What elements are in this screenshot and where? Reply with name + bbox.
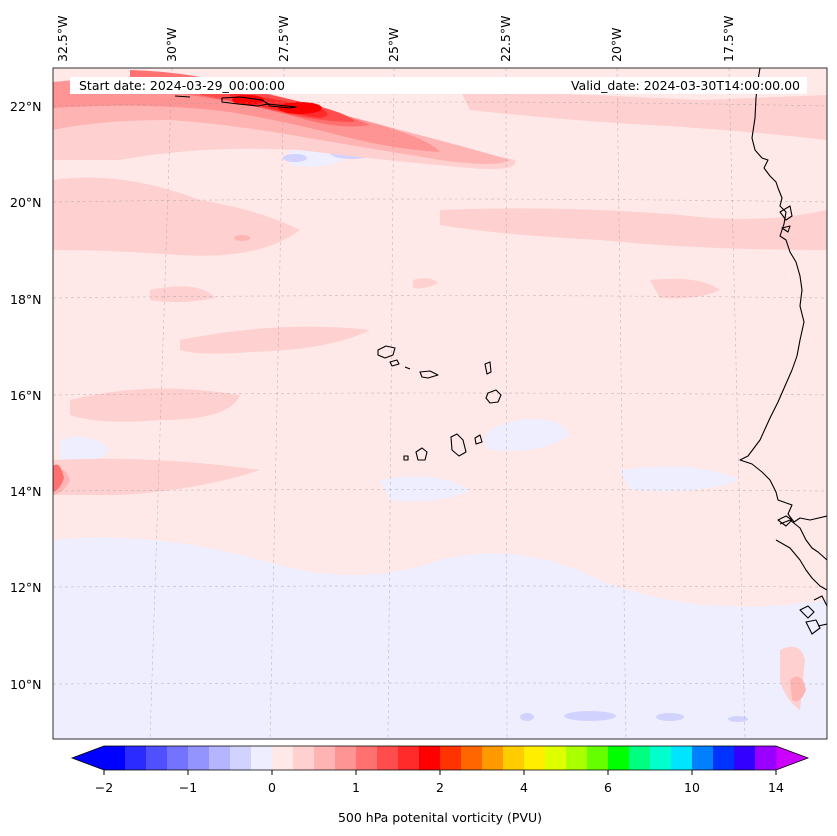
colorbar-swatch — [461, 746, 483, 770]
lon-label: 32.5°W — [55, 16, 70, 62]
colorbar-swatch — [524, 746, 546, 770]
colorbar-swatch — [650, 746, 672, 770]
lat-label: 16°N — [10, 388, 42, 403]
coastlines — [174, 68, 827, 635]
lon-label: 17.5°W — [721, 16, 736, 62]
lon-label: 22.5°W — [498, 16, 513, 62]
colorbar-swatch — [293, 746, 315, 770]
lat-label: 14°N — [10, 484, 42, 499]
colorbar-swatch — [482, 746, 504, 770]
colorbar-swatch — [251, 746, 273, 770]
map-panel[interactable]: Start date: 2024-03-29_00:00:00 Valid_da… — [53, 68, 827, 739]
colorbar-swatch — [734, 746, 756, 770]
colorbar-swatch — [104, 746, 126, 770]
lon-label: 27.5°W — [276, 16, 291, 62]
colorbar: −2 −1 0 1 2 4 6 10 14 500 hPa potenital vorticit… — [70, 745, 810, 825]
map-frame — [52, 67, 828, 740]
colorbar-swatch — [545, 746, 567, 770]
colorbar-swatch — [419, 746, 441, 770]
colorbar-swatch — [755, 746, 777, 770]
colorbar-swatch — [608, 746, 630, 770]
colorbar-under-arrow — [72, 746, 104, 770]
lon-label: 20°W — [609, 27, 624, 62]
colorbar-tick-label: 4 — [520, 780, 528, 795]
colorbar-tick-label: 0 — [268, 780, 276, 795]
colorbar-swatch — [356, 746, 378, 770]
lat-label: 10°N — [10, 677, 42, 692]
colorbar-swatch — [671, 746, 693, 770]
colorbar-swatch — [146, 746, 168, 770]
lat-label: 20°N — [10, 195, 42, 210]
start-date-label: Start date: 2024-03-29_00:00:00 — [79, 78, 285, 93]
colorbar-tick-label: 14 — [768, 780, 784, 795]
colorbar-tick-label: 2 — [436, 780, 444, 795]
colorbar-swatch — [713, 746, 735, 770]
colorbar-swatch — [398, 746, 420, 770]
longitude-labels: 32.5°W 30°W 27.5°W 25°W 22.5°W 20°W 17.5… — [55, 16, 736, 62]
lat-label: 22°N — [10, 99, 42, 114]
colorbar-swatch — [377, 746, 399, 770]
colorbar-tick-label: −1 — [179, 780, 197, 795]
colorbar-tick-label: −2 — [95, 780, 113, 795]
colorbar-tick-label: 10 — [684, 780, 700, 795]
colorbar-tick-label: 1 — [352, 780, 360, 795]
valid-date-label: Valid_date: 2024-03-30T14:00:00.00 — [571, 78, 800, 93]
latitude-labels: 22°N 20°N 18°N 16°N 14°N 12°N 10°N — [10, 99, 42, 692]
colorbar-tick-label: 6 — [604, 780, 612, 795]
colorbar-swatch — [314, 746, 336, 770]
colorbar-over-arrow — [776, 746, 808, 770]
lat-label: 12°N — [10, 580, 42, 595]
colorbar-swatch — [503, 746, 525, 770]
lon-label: 30°W — [164, 27, 179, 62]
colorbar-label: 500 hPa potenital vorticity (PVU) — [338, 810, 542, 825]
colorbar-swatch — [629, 746, 651, 770]
colorbar-swatch — [692, 746, 714, 770]
colorbar-swatch — [440, 746, 462, 770]
lon-label: 25°W — [386, 27, 401, 62]
date-annotation-bar — [70, 77, 807, 94]
colorbar-swatch — [188, 746, 210, 770]
colorbar-swatch — [230, 746, 252, 770]
colorbar-swatch — [167, 746, 189, 770]
graticule — [53, 68, 827, 739]
colorbar-swatch — [566, 746, 588, 770]
colorbar-swatch — [125, 746, 147, 770]
lat-label: 18°N — [10, 292, 42, 307]
colorbar-swatch — [587, 746, 609, 770]
colorbar-swatch — [209, 746, 231, 770]
colorbar-swatch — [335, 746, 357, 770]
colorbar-swatch — [272, 746, 294, 770]
